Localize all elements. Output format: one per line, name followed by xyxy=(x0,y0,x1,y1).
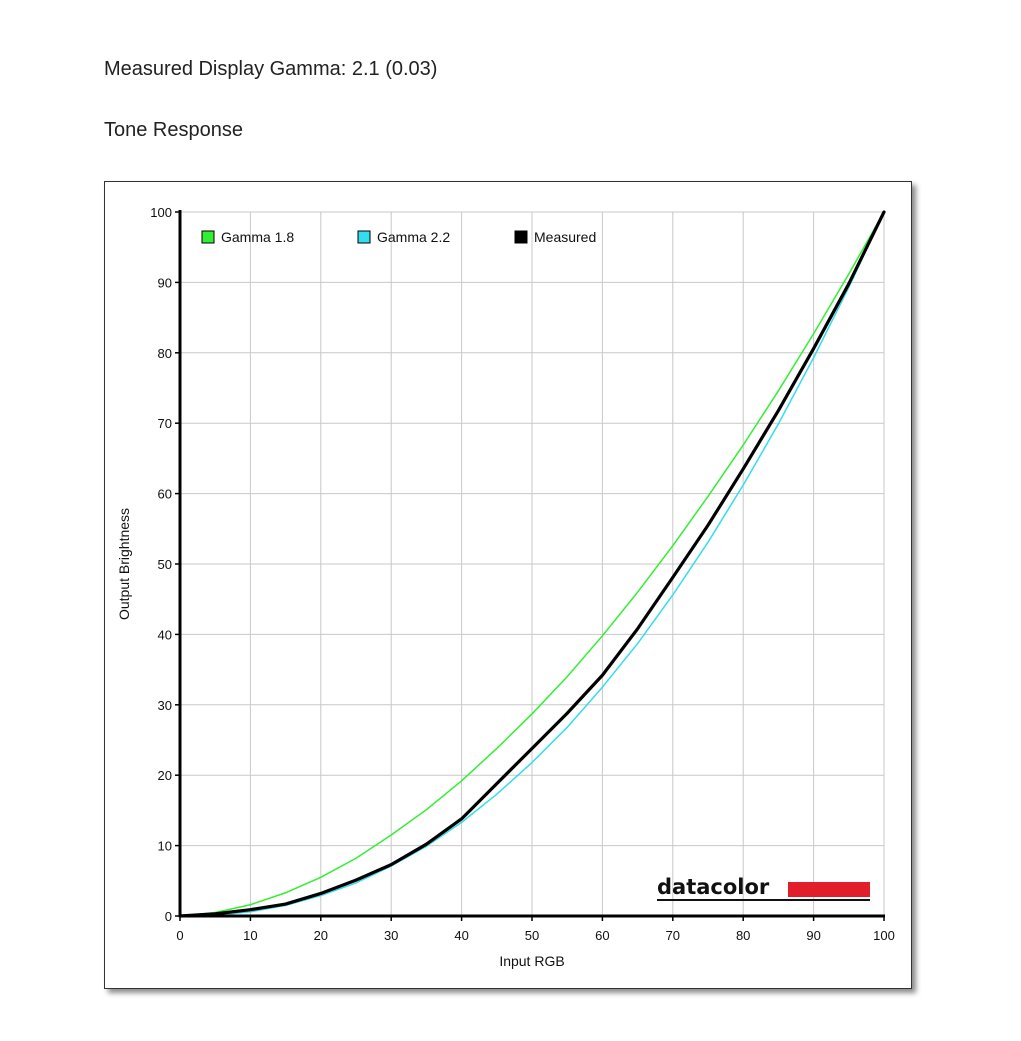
datacolor-logo-text: datacolor xyxy=(657,875,770,899)
x-tick-label: 20 xyxy=(314,928,328,943)
y-tick-label: 60 xyxy=(158,487,172,502)
measured-gamma-heading: Measured Display Gamma: 2.1 (0.03) xyxy=(104,58,438,80)
datacolor-logo: datacolor xyxy=(657,875,870,901)
x-tick-label: 80 xyxy=(736,928,750,943)
x-tick-label: 30 xyxy=(384,928,398,943)
x-tick-label: 10 xyxy=(243,928,257,943)
y-tick-label: 50 xyxy=(158,557,172,572)
y-tick-label: 70 xyxy=(158,416,172,431)
x-tick-label: 60 xyxy=(595,928,609,943)
series-line-gamma-1-8 xyxy=(179,211,885,917)
legend-label: Gamma 2.2 xyxy=(377,229,450,245)
y-tick-label: 10 xyxy=(158,839,172,854)
legend: Gamma 1.8 Gamma 2.2 Measured xyxy=(201,229,596,245)
legend-label: Gamma 1.8 xyxy=(221,229,294,245)
x-tick-label: 70 xyxy=(666,928,680,943)
x-tick-label: 0 xyxy=(176,928,183,943)
legend-swatch-gamma-1-8 xyxy=(201,230,215,244)
axes xyxy=(175,210,885,921)
datacolor-logo-underline xyxy=(657,899,870,901)
y-tick-label: 90 xyxy=(158,275,172,290)
y-tick-label: 30 xyxy=(158,698,172,713)
x-tick-label: 50 xyxy=(525,928,539,943)
legend-swatch-measured xyxy=(514,230,528,244)
y-tick-label: 80 xyxy=(158,346,172,361)
x-axis-title: Input RGB xyxy=(499,953,564,969)
x-tick-label: 100 xyxy=(873,928,895,943)
y-tick-label: 100 xyxy=(150,205,172,220)
tone-response-heading: Tone Response xyxy=(104,119,243,141)
tick-labels: 0 10 20 30 40 50 60 70 80 90 100 0 10 20 30 40 50 60 70 80 9… xyxy=(150,205,895,943)
y-tick-label: 0 xyxy=(165,909,172,924)
datacolor-logo-bar xyxy=(788,882,870,897)
series-line-measured xyxy=(178,210,886,918)
y-tick-label: 20 xyxy=(158,768,172,783)
chart-canvas: 0 10 20 30 40 50 60 70 80 90 100 0 10 20 30 40 50 60 70 80 9… xyxy=(116,205,895,969)
legend-swatch-gamma-2-2 xyxy=(357,230,371,244)
legend-label: Measured xyxy=(534,229,596,245)
tone-response-chart: 0 10 20 30 40 50 60 70 80 90 100 0 10 20 30 40 50 60 70 80 9… xyxy=(104,181,912,989)
grid xyxy=(180,211,885,916)
y-axis-title: Output Brightness xyxy=(116,508,132,620)
series-lines xyxy=(178,210,886,918)
y-tick-label: 40 xyxy=(158,627,172,642)
x-tick-label: 90 xyxy=(806,928,820,943)
x-tick-label: 40 xyxy=(454,928,468,943)
